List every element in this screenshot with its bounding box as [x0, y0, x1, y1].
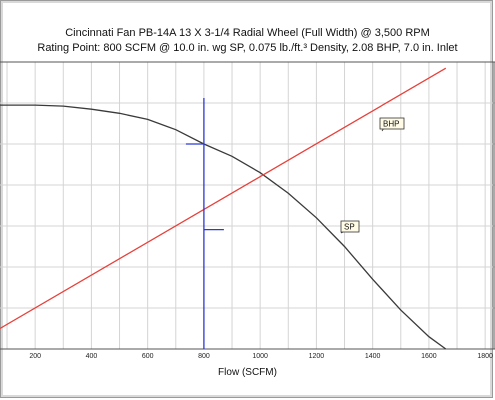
series-line-sp	[0, 104, 447, 350]
rating-point-markers	[185, 98, 224, 349]
chart-subtitle: Rating Point: 800 SCFM @ 10.0 in. wg SP,…	[37, 42, 458, 54]
x-tick-label: 1600	[421, 353, 437, 360]
x-tick-label: 1800	[477, 353, 493, 360]
sp-label-text: SP	[344, 223, 355, 232]
series-layer	[0, 67, 447, 350]
sp-label-box	[340, 220, 360, 233]
grid	[0, 62, 495, 349]
x-axis-label: Flow (SCFM)	[218, 367, 277, 378]
x-tick-label: 600	[142, 353, 154, 360]
chart-title: Cincinnati Fan PB-14A 13 X 3-1/4 Radial …	[65, 27, 430, 39]
x-tick-label: 400	[86, 353, 98, 360]
x-tick-label: 800	[198, 353, 210, 360]
plot-border	[0, 61, 495, 350]
bhp-label-text: BHP	[383, 120, 399, 129]
series-line-bhp	[0, 67, 447, 330]
x-tick-label: 200	[29, 353, 41, 360]
x-tick-label: 1000	[252, 353, 268, 360]
bhp-label-box	[379, 117, 405, 130]
series-labels: BHP SP	[340, 117, 405, 234]
x-tick-label: 1400	[365, 353, 381, 360]
x-tick-labels: 200 400 600 800 1000 1200 1400 1600 1800	[29, 353, 493, 360]
x-tick-label: 1200	[309, 353, 325, 360]
